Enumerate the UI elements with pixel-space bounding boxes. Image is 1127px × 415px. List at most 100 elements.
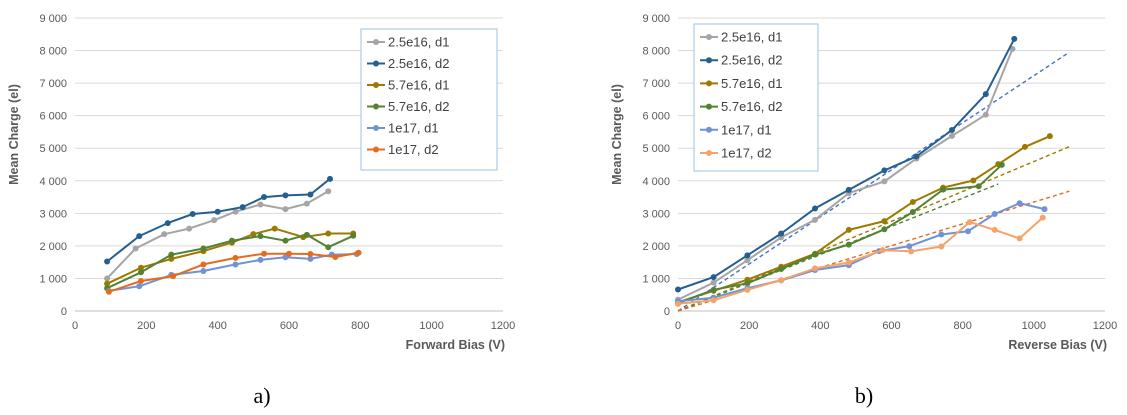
- data-point-a-1: [327, 175, 334, 182]
- y-tick-label-a: 6 000: [39, 111, 67, 123]
- data-point-a-2: [104, 280, 111, 287]
- y-tick-label-b: 1 000: [642, 273, 670, 285]
- data-point-b-5: [1039, 214, 1046, 221]
- series-line-a-4: [108, 253, 357, 292]
- data-point-b-3: [811, 251, 818, 258]
- legend-entry-a: 2.5e16, d2: [388, 56, 449, 71]
- data-point-a-2: [137, 264, 144, 271]
- legend-entry-b: 2.5e16, d2: [721, 53, 782, 68]
- data-point-a-4: [307, 255, 314, 262]
- data-point-a-0: [325, 188, 332, 195]
- data-point-b-3: [778, 266, 785, 273]
- data-point-b-3: [881, 226, 888, 233]
- data-point-b-1: [744, 252, 751, 259]
- data-point-a-1: [189, 210, 196, 217]
- data-point-a-3: [137, 269, 144, 276]
- data-point-a-3: [168, 251, 175, 258]
- y-tick-label-a: 0: [61, 306, 67, 318]
- data-point-b-1: [982, 91, 989, 98]
- data-point-a-4: [136, 283, 143, 290]
- data-point-a-1: [104, 258, 111, 265]
- y-axis-title-b: Mean Charge (el): [610, 84, 624, 185]
- data-point-b-1: [881, 167, 888, 174]
- x-tick-label-a: 0: [72, 320, 78, 332]
- data-point-b-4: [1041, 206, 1048, 213]
- data-point-a-5: [200, 261, 207, 268]
- x-axis-title-b: Reverse Bias (V): [1008, 338, 1107, 352]
- data-point-b-5: [991, 226, 998, 233]
- data-point-a-0: [161, 231, 168, 238]
- data-point-b-2: [1046, 133, 1053, 140]
- x-tick-label-b: 1000: [1022, 320, 1046, 332]
- legend-box-b: [693, 23, 819, 172]
- data-point-a-3: [228, 237, 235, 244]
- data-point-a-0: [186, 225, 193, 232]
- data-point-b-5: [778, 277, 785, 284]
- x-tick-label-b: 800: [953, 320, 971, 332]
- data-point-a-1: [282, 192, 289, 199]
- series-line-a-5: [108, 251, 359, 293]
- legend-swatch-marker-a: [373, 125, 379, 131]
- legend-swatch-marker-a: [373, 103, 379, 110]
- series-line-a-2: [106, 227, 354, 285]
- data-point-a-3: [350, 232, 357, 239]
- data-point-b-5: [744, 286, 751, 293]
- data-point-b-5: [1016, 235, 1023, 242]
- y-tick-label-b: 5 000: [642, 143, 670, 155]
- data-point-a-3: [200, 245, 207, 252]
- data-point-a-2: [250, 231, 257, 238]
- data-point-b-0: [811, 216, 818, 223]
- x-tick-label-a: 800: [351, 320, 369, 332]
- trendline-b-0: [677, 51, 1070, 312]
- data-point-a-1: [136, 233, 143, 240]
- data-point-b-3: [940, 186, 947, 193]
- legend-entry-a: 5.7e16, d1: [388, 78, 449, 93]
- legend-swatch-marker-a: [373, 39, 379, 45]
- legend-box-a: [360, 28, 498, 171]
- y-tick-label-a: 8 000: [39, 46, 67, 58]
- legend-swatch-marker-b: [706, 34, 712, 40]
- data-point-a-5: [170, 273, 177, 280]
- y-tick-label-b: 3 000: [642, 208, 670, 220]
- data-point-a-1: [214, 208, 221, 215]
- data-point-a-4: [257, 256, 264, 263]
- x-tick-label-a: 600: [280, 320, 298, 332]
- data-point-a-5: [137, 278, 144, 285]
- data-point-b-4: [1016, 200, 1023, 207]
- legend-entry-b: 5.7e16, d1: [721, 76, 782, 91]
- data-point-a-5: [307, 251, 314, 258]
- data-point-b-5: [966, 219, 973, 226]
- legend-entry-a: 1e17, d2: [388, 142, 439, 157]
- legend-swatch-marker-b: [706, 150, 712, 156]
- data-point-b-3: [744, 280, 751, 287]
- data-point-b-0: [948, 132, 955, 139]
- data-point-b-3: [975, 183, 982, 190]
- data-point-a-0: [104, 275, 111, 282]
- data-point-b-3: [909, 209, 916, 216]
- y-tick-label-a: 3 000: [39, 208, 67, 220]
- y-tick-label-b: 6 000: [642, 111, 670, 123]
- data-point-a-0: [303, 200, 310, 207]
- legend-swatch-marker-b: [706, 103, 712, 110]
- trendline-b-3: [677, 190, 1070, 312]
- data-point-b-0: [982, 111, 989, 118]
- data-point-a-0: [282, 206, 289, 213]
- legend-swatch-marker-b: [706, 126, 712, 133]
- data-point-a-4: [232, 261, 239, 268]
- data-point-b-4: [991, 210, 998, 217]
- data-point-a-3: [325, 244, 332, 251]
- chart-a-forward-bias: 0 1 000 2 000 3 000 4 000 5 000 6 000 7 000 8 00…: [7, 13, 515, 408]
- y-tick-label-b: 4 000: [642, 176, 670, 188]
- legend-entry-b: 5.7e16, d2: [721, 99, 782, 114]
- data-point-b-3: [710, 286, 717, 293]
- data-point-b-5: [879, 247, 886, 254]
- data-point-a-1: [261, 194, 268, 201]
- data-point-a-2: [271, 225, 278, 232]
- legend-entry-b: 1e17, d2: [721, 146, 772, 161]
- data-point-b-5: [675, 300, 681, 307]
- data-point-b-1: [913, 153, 920, 160]
- data-point-b-2: [909, 198, 916, 205]
- y-tick-label-b: 8 000: [642, 46, 670, 58]
- data-point-b-1: [845, 186, 852, 193]
